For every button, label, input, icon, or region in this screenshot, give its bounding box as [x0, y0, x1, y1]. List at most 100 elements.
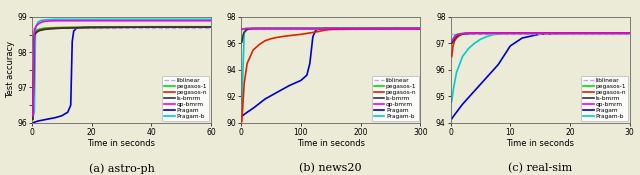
pegasos-n [147, 26, 155, 28]
qp-bmrm [36, 22, 44, 24]
ls-bmrm [506, 32, 514, 34]
Pragam-b [452, 71, 460, 74]
pegasos-1 [29, 118, 36, 120]
qp-bmrm [417, 27, 424, 30]
Line: Pragam-b: Pragam-b [242, 29, 420, 103]
Pragam-b [64, 18, 72, 20]
Pragam [506, 45, 514, 47]
Legend: liblinear, pegasos-1, pegasos-n, ls-bmrm, qp-bmrm, Pragam, Pragam-b: liblinear, pegasos-1, pegasos-n, ls-bmrm… [372, 76, 419, 121]
ls-bmrm [244, 28, 252, 30]
pegasos-n [268, 38, 275, 40]
Pragam-b [483, 36, 490, 38]
Pragam [73, 27, 81, 29]
ls-bmrm [458, 33, 465, 35]
Pragam [68, 41, 76, 43]
Pragam [459, 103, 467, 105]
Pragam [626, 32, 634, 34]
pegasos-n [455, 35, 463, 37]
pegasos-1 [626, 32, 634, 34]
ls-bmrm [268, 27, 275, 30]
Text: (c) real-sim: (c) real-sim [508, 163, 572, 173]
Pragam-b [459, 55, 467, 58]
pegasos-n [387, 28, 394, 30]
qp-bmrm [458, 33, 465, 35]
pegasos-n [448, 55, 456, 58]
Pragam [285, 85, 293, 87]
Pragam-b [241, 32, 248, 34]
pegasos-n [417, 28, 424, 30]
Line: pegasos-n: pegasos-n [33, 27, 211, 119]
qp-bmrm [327, 27, 335, 30]
Pragam-b [32, 26, 40, 29]
qp-bmrm [250, 27, 257, 30]
Pragam [147, 26, 155, 28]
pegasos-1 [417, 27, 424, 30]
pegasos-1 [46, 27, 54, 29]
X-axis label: Time in seconds: Time in seconds [88, 139, 156, 148]
Pragam [465, 97, 472, 99]
Pragam-b [255, 27, 263, 30]
ls-bmrm [327, 27, 335, 30]
Pragam [495, 64, 502, 66]
pegasos-n [626, 32, 634, 34]
pegasos-n [451, 40, 458, 42]
ls-bmrm [246, 28, 254, 30]
pegasos-n [46, 27, 54, 30]
pegasos-1 [58, 26, 66, 29]
Pragam-b [356, 27, 364, 30]
Pragam-b [450, 87, 458, 89]
Pragam-b [34, 21, 42, 23]
Pragam-b [207, 18, 215, 20]
pegasos-1 [451, 34, 459, 36]
Pragam [250, 107, 257, 109]
pegasos-1 [470, 32, 478, 34]
pegasos-1 [33, 29, 40, 31]
pegasos-n [449, 45, 457, 47]
Pragam [79, 26, 86, 29]
qp-bmrm [483, 32, 490, 34]
Pragam [43, 118, 51, 120]
Pragam [488, 70, 496, 72]
ls-bmrm [147, 26, 155, 28]
Pragam-b [626, 32, 634, 34]
ls-bmrm [31, 34, 38, 36]
Line: ls-bmrm: ls-bmrm [242, 29, 420, 42]
pegasos-n [250, 49, 257, 51]
qp-bmrm [29, 115, 36, 117]
pegasos-n [36, 29, 44, 31]
pegasos-1 [261, 27, 269, 30]
ls-bmrm [470, 32, 478, 34]
qp-bmrm [239, 28, 247, 30]
Text: (b) news20: (b) news20 [300, 163, 362, 173]
ls-bmrm [448, 42, 456, 44]
pegasos-1 [207, 26, 215, 28]
Pragam-b [417, 27, 424, 30]
Pragam-b [252, 27, 260, 30]
Pragam [387, 27, 394, 30]
Line: pegasos-n: pegasos-n [242, 29, 420, 121]
Text: (a) astro-ph: (a) astro-ph [88, 163, 154, 174]
Line: qp-bmrm: qp-bmrm [33, 21, 211, 116]
Pragam [58, 115, 66, 117]
pegasos-n [315, 30, 323, 33]
pegasos-n [273, 36, 281, 38]
pegasos-1 [450, 37, 458, 39]
Pragam [64, 111, 72, 113]
Pragam [356, 27, 364, 30]
qp-bmrm [566, 32, 573, 34]
pegasos-n [255, 44, 263, 46]
qp-bmrm [31, 29, 38, 31]
Pragam-b [297, 27, 305, 30]
qp-bmrm [246, 27, 254, 30]
Pragam-b [495, 33, 502, 35]
Pragam [273, 91, 281, 93]
Pragam [243, 111, 251, 113]
Pragam-b [465, 48, 472, 50]
pegasos-n [88, 26, 95, 29]
Pragam [518, 37, 526, 39]
pegasos-n [327, 28, 335, 30]
pegasos-n [207, 26, 215, 28]
pegasos-1 [31, 32, 38, 34]
Pragam-b [477, 38, 484, 40]
qp-bmrm [238, 28, 246, 30]
